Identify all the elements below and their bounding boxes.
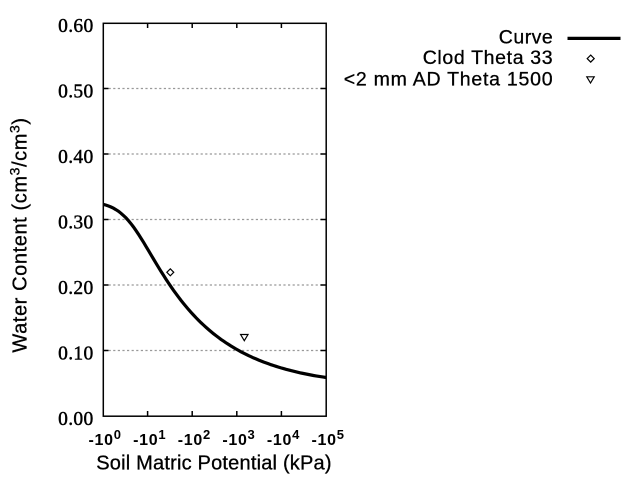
svg-text:-102: -102 bbox=[178, 427, 211, 449]
svg-text:-104: -104 bbox=[267, 427, 300, 449]
svg-text:0.50: 0.50 bbox=[58, 82, 93, 103]
svg-text:0.20: 0.20 bbox=[58, 278, 93, 299]
svg-text:0.40: 0.40 bbox=[58, 147, 93, 168]
svg-text:0.00: 0.00 bbox=[58, 409, 93, 430]
svg-text:Water Content (cm3/cm3): Water Content (cm3/cm3) bbox=[7, 117, 32, 352]
svg-text:0.60: 0.60 bbox=[58, 16, 93, 37]
svg-text:<2 mm AD Theta 1500: <2 mm AD Theta 1500 bbox=[344, 69, 554, 91]
svg-text:Soil Matric Potential (kPa): Soil Matric Potential (kPa) bbox=[96, 453, 331, 475]
svg-text:-105: -105 bbox=[312, 427, 345, 449]
svg-text:Curve: Curve bbox=[499, 27, 554, 49]
svg-text:-101: -101 bbox=[133, 427, 166, 449]
svg-text:Clod Theta 33: Clod Theta 33 bbox=[423, 47, 554, 69]
svg-text:0.30: 0.30 bbox=[58, 213, 93, 234]
svg-text:-103: -103 bbox=[222, 427, 255, 449]
svg-text:-100: -100 bbox=[89, 427, 122, 449]
svg-text:0.10: 0.10 bbox=[58, 344, 93, 365]
